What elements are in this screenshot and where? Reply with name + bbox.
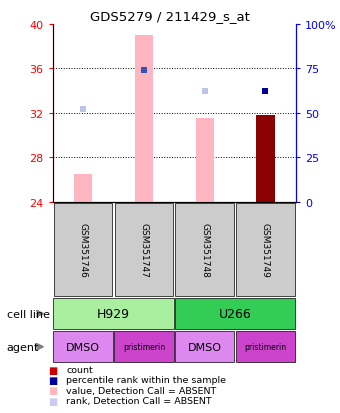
Bar — [115, 203, 173, 297]
Text: percentile rank within the sample: percentile rank within the sample — [66, 375, 226, 385]
Bar — [256, 116, 274, 202]
Text: agent: agent — [7, 342, 39, 352]
Bar — [114, 331, 174, 363]
Bar — [175, 331, 234, 363]
Bar — [175, 298, 295, 330]
Text: pristimerin: pristimerin — [123, 342, 165, 351]
Text: rank, Detection Call = ABSENT: rank, Detection Call = ABSENT — [66, 396, 212, 405]
Text: count: count — [66, 365, 93, 374]
Bar — [135, 36, 153, 202]
Text: ■: ■ — [48, 385, 57, 395]
Bar — [236, 331, 295, 363]
Bar — [236, 203, 294, 297]
Bar — [175, 203, 234, 297]
Bar — [195, 119, 214, 202]
Bar — [53, 298, 174, 330]
Text: value, Detection Call = ABSENT: value, Detection Call = ABSENT — [66, 386, 217, 395]
Text: GSM351748: GSM351748 — [200, 223, 209, 277]
Bar — [54, 203, 112, 297]
Text: ■: ■ — [48, 375, 57, 385]
Text: GSM351749: GSM351749 — [261, 223, 270, 277]
Bar — [74, 175, 92, 202]
Text: H929: H929 — [97, 307, 130, 320]
Bar — [53, 331, 113, 363]
Text: GSM351746: GSM351746 — [79, 223, 88, 277]
Text: DMSO: DMSO — [188, 342, 222, 352]
Text: GSM351747: GSM351747 — [139, 223, 148, 277]
Text: U266: U266 — [219, 307, 251, 320]
Text: ■: ■ — [48, 396, 57, 406]
Text: pristimerin: pristimerin — [244, 342, 287, 351]
Text: DMSO: DMSO — [66, 342, 100, 352]
Text: ■: ■ — [48, 365, 57, 375]
Text: GDS5279 / 211429_s_at: GDS5279 / 211429_s_at — [90, 10, 250, 23]
Text: cell line: cell line — [7, 309, 50, 319]
